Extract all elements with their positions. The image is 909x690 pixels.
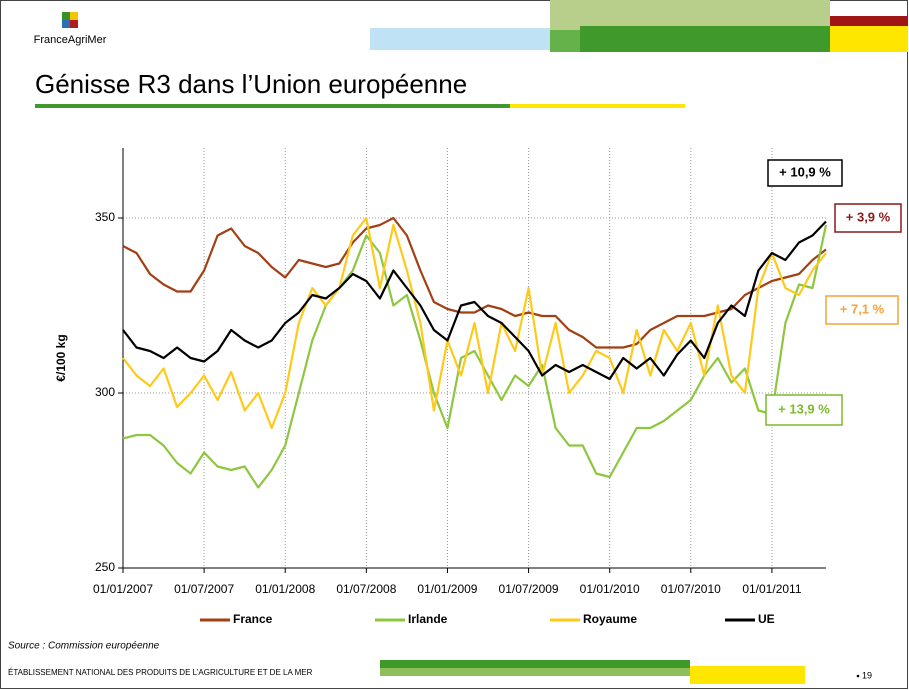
y-tick-label: 250 — [95, 560, 115, 574]
annotation-box — [825, 295, 899, 325]
x-tick-label: 01/01/2008 — [255, 582, 315, 596]
header-bar — [550, 0, 830, 30]
annotation: + 3,9 % — [846, 209, 891, 224]
y-tick-label: 350 — [95, 210, 115, 224]
footer-bar — [380, 668, 690, 676]
logo-icon — [70, 12, 78, 20]
x-tick-label: 01/01/2007 — [93, 582, 153, 596]
annotation: + 13,9 % — [778, 401, 830, 416]
slide-title: Génisse R3 dans l’Union européenne — [35, 69, 467, 99]
header-bar — [370, 28, 550, 50]
x-tick-label: 01/07/2010 — [661, 582, 721, 596]
x-tick-label: 01/01/2009 — [417, 582, 477, 596]
logo-icon — [70, 20, 78, 28]
header-bar — [550, 30, 580, 52]
annotation-box — [767, 159, 843, 187]
data-line — [122, 216, 827, 430]
y-axis-label: €/100 kg — [54, 334, 68, 381]
y-tick-label: 300 — [95, 385, 115, 399]
data-line — [122, 224, 828, 489]
annotation-box — [765, 394, 843, 426]
title-underline — [35, 104, 510, 108]
legend-label: Irlande — [408, 612, 448, 626]
annotation: + 7,1 % — [840, 301, 885, 316]
data-line — [122, 216, 827, 349]
logo-icon — [62, 20, 70, 28]
x-tick-label: 01/07/2007 — [174, 582, 234, 596]
x-tick-label: 01/07/2009 — [499, 582, 559, 596]
legend-label: France — [233, 612, 273, 626]
data-line — [122, 220, 827, 381]
x-tick-label: 01/01/2010 — [580, 582, 640, 596]
title-underline — [510, 104, 685, 108]
annotation: + 10,9 % — [779, 164, 831, 179]
page-number: 19 — [862, 670, 872, 680]
x-tick-label: 01/07/2008 — [336, 582, 396, 596]
logo-icon — [62, 12, 70, 20]
header-bar — [830, 16, 908, 26]
header-bar — [580, 26, 830, 52]
annotation-box — [834, 203, 902, 233]
footer: ÉTABLISSEMENT NATIONAL DES PRODUITS DE L… — [8, 668, 313, 677]
header-bar — [830, 26, 908, 52]
legend-label: Royaume — [583, 612, 637, 626]
page-bullet — [856, 674, 860, 678]
legend-label: UE — [758, 612, 775, 626]
footer-bar — [380, 660, 690, 668]
footer-bar — [690, 666, 805, 684]
x-tick-label: 01/01/2011 — [742, 582, 801, 596]
logo-text: FranceAgriMer — [34, 34, 107, 46]
source: Source : Commission européenne — [8, 641, 160, 652]
